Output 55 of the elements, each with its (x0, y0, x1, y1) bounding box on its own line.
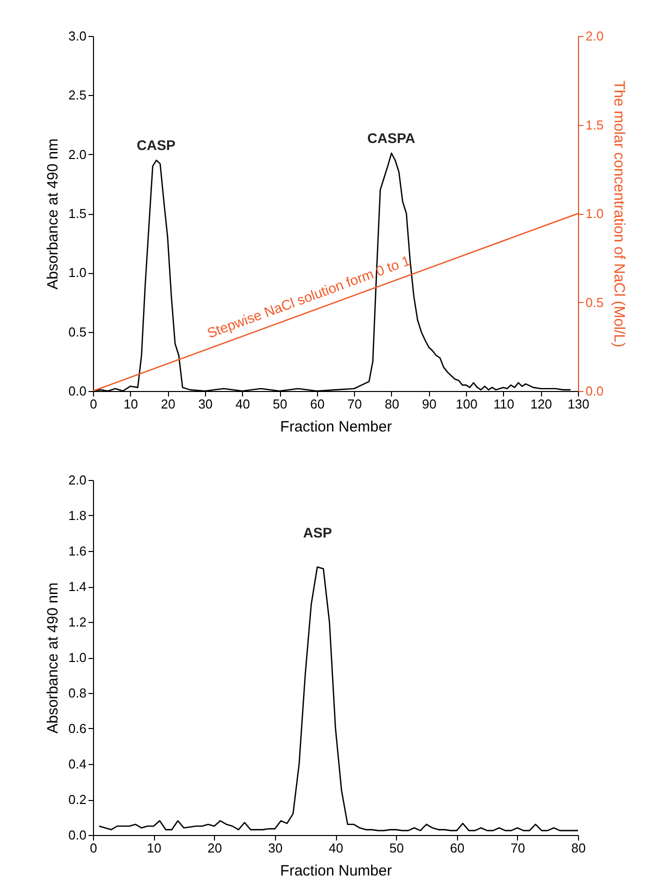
y-tick-label: 1.0 (68, 650, 86, 665)
x-tick-label: 70 (347, 396, 362, 412)
x-tick-label: 100 (456, 396, 478, 412)
y-tick-label: 0.4 (68, 756, 86, 772)
y2-tick-label: 1.5 (586, 117, 604, 132)
y2-tick-label: 2.0 (586, 28, 604, 44)
y-tick-label: 2.0 (68, 472, 86, 488)
y-tick-label: 0.5 (68, 324, 86, 340)
y2-axis-title: The molar concentration of NaCl (Mol/L) (610, 80, 628, 348)
y-tick-label: 1.4 (68, 579, 86, 594)
y2-tick-label: 0.0 (586, 384, 604, 398)
y-tick-label: 0.2 (68, 792, 86, 807)
y-tick-label: 1.8 (68, 508, 86, 523)
x-tick-label: 60 (450, 840, 464, 856)
x-tick-label: 110 (494, 396, 514, 412)
annotation: CASP (136, 137, 176, 154)
x-tick-label: 80 (384, 396, 400, 412)
y-tick-label: 1.6 (68, 544, 86, 558)
x-tick-label: 80 (571, 840, 586, 856)
x-tick-label: 50 (272, 396, 288, 412)
x-tick-label: 20 (208, 840, 222, 856)
line-series (98, 566, 578, 832)
x-tick-label: 40 (235, 396, 250, 412)
y-tick-label: 2.5 (68, 88, 86, 103)
y-tick-label: 1.5 (68, 206, 86, 221)
annotation: ASP (303, 524, 332, 540)
x-tick-label: 10 (124, 396, 138, 412)
y-tick-label: 2.0 (68, 146, 86, 162)
x-tick-label: 40 (328, 840, 344, 856)
x-tick-label: 20 (160, 396, 176, 412)
x-tick-label: 0 (90, 396, 98, 412)
x-tick-label: 60 (310, 396, 325, 412)
x-tick-label: 70 (510, 840, 526, 856)
x-tick-label: 130 (568, 396, 590, 412)
y2-tick-label: 1.0 (586, 206, 604, 221)
x-tick-label: 90 (422, 396, 437, 412)
y-tick-label: 1.0 (68, 265, 86, 280)
x-axis-title: Fraction Number (280, 862, 392, 880)
x-tick-label: 30 (268, 840, 283, 856)
x-tick-label: 10 (146, 840, 162, 856)
x-tick-label: 30 (198, 396, 213, 412)
y-tick-label: 1.2 (68, 614, 86, 630)
x-tick-label: 50 (389, 840, 404, 856)
y-tick-label: 3.0 (68, 28, 86, 44)
y-tick-label: 0.0 (68, 384, 86, 398)
x-axis-title: Fraction Nember (280, 418, 392, 436)
x-tick-label: 0 (90, 840, 98, 856)
y2-tick-label: 0.5 (586, 294, 604, 310)
y-tick-label: 0.8 (68, 686, 86, 700)
y-axis-title: Absorbance at 490 nm (44, 582, 62, 734)
x-tick-label: 120 (530, 396, 552, 412)
y-axis-title: Absorbance at 490 nm (44, 138, 62, 290)
annotation: CASPA (367, 130, 416, 146)
y-tick-label: 0.0 (68, 828, 86, 842)
y-tick-label: 0.6 (68, 721, 86, 736)
